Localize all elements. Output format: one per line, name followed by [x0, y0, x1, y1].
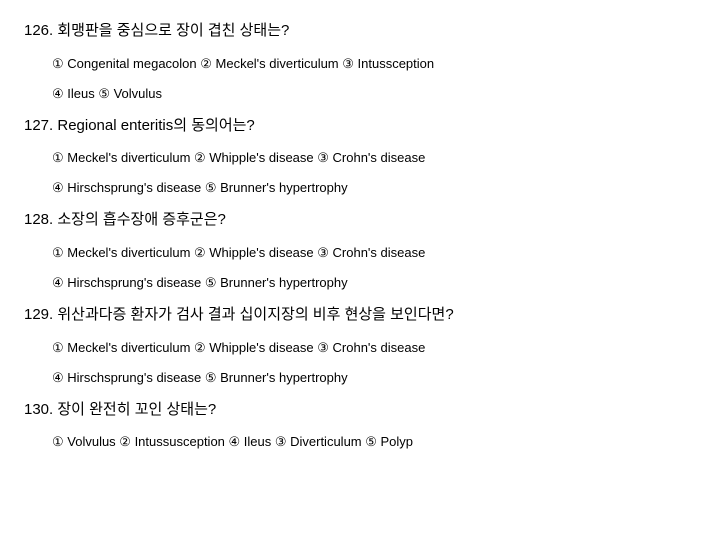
question-block: 130. 장이 완전히 꼬인 상태는? ① Volvulus ② Intussus…: [24, 399, 696, 454]
question-list: 126. 회맹판을 중심으로 장이 겹친 상태는? ① Congenital me…: [24, 20, 696, 453]
option-line: ④ Hirschsprung's disease ⑤ Brunner's hyp…: [52, 272, 696, 294]
option-line: ① Meckel's diverticulum ② Whipple's dise…: [52, 147, 696, 169]
option-line: ④ Ileus ⑤ Volvulus: [52, 83, 696, 105]
option-line: ④ Hirschsprung's disease ⑤ Brunner's hyp…: [52, 177, 696, 199]
options-group: ① Volvulus ② Intussusception ④ Ileus ③ D…: [52, 431, 696, 453]
option-line: ④ Hirschsprung's disease ⑤ Brunner's hyp…: [52, 367, 696, 389]
question-text: 130. 장이 완전히 꼬인 상태는?: [24, 399, 696, 422]
question-text: 126. 회맹판을 중심으로 장이 겹친 상태는?: [24, 20, 696, 43]
question-text: 127. Regional enteritis의 동의어는?: [24, 115, 696, 138]
option-line: ① Volvulus ② Intussusception ④ Ileus ③ D…: [52, 431, 696, 453]
options-group: ① Congenital megacolon ② Meckel's divert…: [52, 53, 696, 105]
question-block: 128. 소장의 흡수장애 증후군은? ① Meckel's diverticul…: [24, 209, 696, 294]
option-line: ① Congenital megacolon ② Meckel's divert…: [52, 53, 696, 75]
question-block: 126. 회맹판을 중심으로 장이 겹친 상태는? ① Congenital me…: [24, 20, 696, 105]
question-text: 129. 위산과다증 환자가 검사 결과 십이지장의 비후 현상을 보인다면?: [24, 304, 696, 327]
options-group: ① Meckel's diverticulum ② Whipple's dise…: [52, 147, 696, 199]
question-block: 127. Regional enteritis의 동의어는? ① Meckel's…: [24, 115, 696, 200]
question-block: 129. 위산과다증 환자가 검사 결과 십이지장의 비후 현상을 보인다면? ①…: [24, 304, 696, 389]
option-line: ① Meckel's diverticulum ② Whipple's dise…: [52, 337, 696, 359]
option-line: ① Meckel's diverticulum ② Whipple's dise…: [52, 242, 696, 264]
options-group: ① Meckel's diverticulum ② Whipple's dise…: [52, 337, 696, 389]
options-group: ① Meckel's diverticulum ② Whipple's dise…: [52, 242, 696, 294]
question-text: 128. 소장의 흡수장애 증후군은?: [24, 209, 696, 232]
